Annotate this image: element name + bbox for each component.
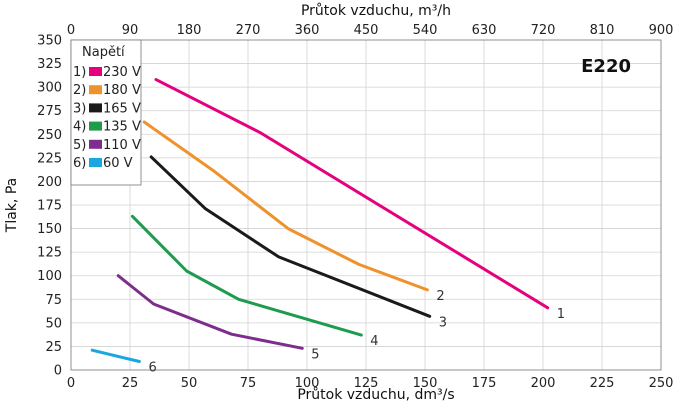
- series-end-label-2: 2: [436, 289, 444, 304]
- x-tick-label: 150: [413, 376, 438, 391]
- x2-axis-title: Průtok vzduchu, m³/h: [301, 3, 451, 19]
- legend-entry-number: 2): [73, 83, 86, 98]
- x-tick-label: 125: [354, 376, 379, 391]
- series-line-5: [116, 274, 304, 350]
- legend-entry-label: 135 V: [103, 120, 141, 135]
- x-tick-label: 50: [181, 376, 198, 391]
- legend-entry-label: 165 V: [103, 101, 141, 116]
- y-axis-title: Tlak, Pa: [4, 178, 20, 233]
- y-tick-label: 275: [37, 104, 62, 119]
- y-tick-label: 350: [37, 34, 62, 49]
- series-end-label-6: 6: [148, 361, 156, 376]
- x-tick-label: 100: [295, 376, 320, 391]
- x-tick-label: 225: [590, 376, 615, 391]
- series-end-label-5: 5: [311, 347, 319, 362]
- y-tick-label: 75: [45, 293, 62, 308]
- y-tick-label: 100: [37, 269, 62, 284]
- model-badge: E220: [581, 56, 631, 77]
- series-line-3: [149, 155, 432, 318]
- legend-entry-label: 60 V: [103, 156, 133, 171]
- legend-entry-label: 230 V: [103, 65, 141, 80]
- x-tick-label: 0: [67, 376, 75, 391]
- x2-tick-label: 450: [354, 23, 379, 38]
- legend-entry-number: 3): [73, 101, 86, 116]
- legend-entry-label: 180 V: [103, 83, 141, 98]
- plot-frame: [70, 39, 662, 371]
- x-tick-label: 75: [240, 376, 257, 391]
- y-tick-label: 25: [45, 340, 62, 355]
- y-tick-label: 150: [37, 222, 62, 237]
- legend: Napětí 1) 230 V 2) 180 V 3) 165 V 4) 135 V 5) 110…: [70, 39, 142, 186]
- legend-swatch: [89, 121, 102, 131]
- grid: [71, 40, 661, 370]
- y-tick-label: 225: [37, 151, 62, 166]
- legend-entry-number: 1): [73, 65, 86, 80]
- series-line-6: [90, 348, 141, 363]
- legend-swatch: [89, 158, 102, 167]
- x2-tick-label: 270: [236, 23, 261, 38]
- series-line-4: [130, 214, 363, 337]
- y-tick-label: 0: [54, 364, 62, 379]
- x2-tick-label: 630: [472, 23, 497, 38]
- series-layer: 1 2 3 4 5 6: [90, 78, 565, 376]
- legend-entry-number: 4): [73, 120, 86, 135]
- x2-tick-label: 810: [590, 23, 615, 38]
- legend-swatch: [89, 139, 102, 149]
- y-tick-label: 250: [37, 128, 62, 143]
- legend-title: Napětí: [82, 45, 125, 60]
- series-line-2: [142, 120, 429, 292]
- series-line-1: [154, 78, 550, 310]
- series-end-label-1: 1: [557, 307, 565, 322]
- y-tick-label: 50: [45, 316, 62, 331]
- x2-tick-label: 0: [67, 23, 75, 38]
- x2-tick-label: 540: [413, 23, 438, 38]
- series-end-label-3: 3: [439, 315, 447, 330]
- series-end-label-4: 4: [370, 334, 378, 349]
- legend-swatch: [89, 103, 102, 113]
- x2-tick-label: 720: [531, 23, 556, 38]
- x2-tick-label: 90: [122, 23, 139, 38]
- legend-entry-label: 110 V: [103, 138, 141, 153]
- legend-entry-number: 6): [73, 156, 86, 171]
- legend-entry-number: 5): [73, 138, 86, 153]
- x-tick-label: 250: [649, 376, 674, 391]
- legend-swatch: [89, 67, 102, 76]
- x2-tick-label: 900: [649, 23, 674, 38]
- x2-tick-label: 360: [295, 23, 320, 38]
- x-tick-label: 200: [531, 376, 556, 391]
- legend-swatch: [89, 85, 102, 95]
- x-tick-label: 25: [122, 376, 139, 391]
- y-tick-label: 325: [37, 57, 62, 72]
- y-tick-label: 300: [37, 81, 62, 96]
- y-tick-label: 125: [37, 246, 62, 261]
- ticks-layer: 0255075100125150175200225250275300325350…: [37, 23, 673, 391]
- x-tick-label: 175: [472, 376, 497, 391]
- y-tick-label: 200: [37, 175, 62, 190]
- x-axis-title: Průtok vzduchu, dm³/s: [297, 387, 454, 403]
- y-tick-label: 175: [37, 199, 62, 214]
- legend-box: [70, 39, 142, 186]
- x2-tick-label: 180: [177, 23, 202, 38]
